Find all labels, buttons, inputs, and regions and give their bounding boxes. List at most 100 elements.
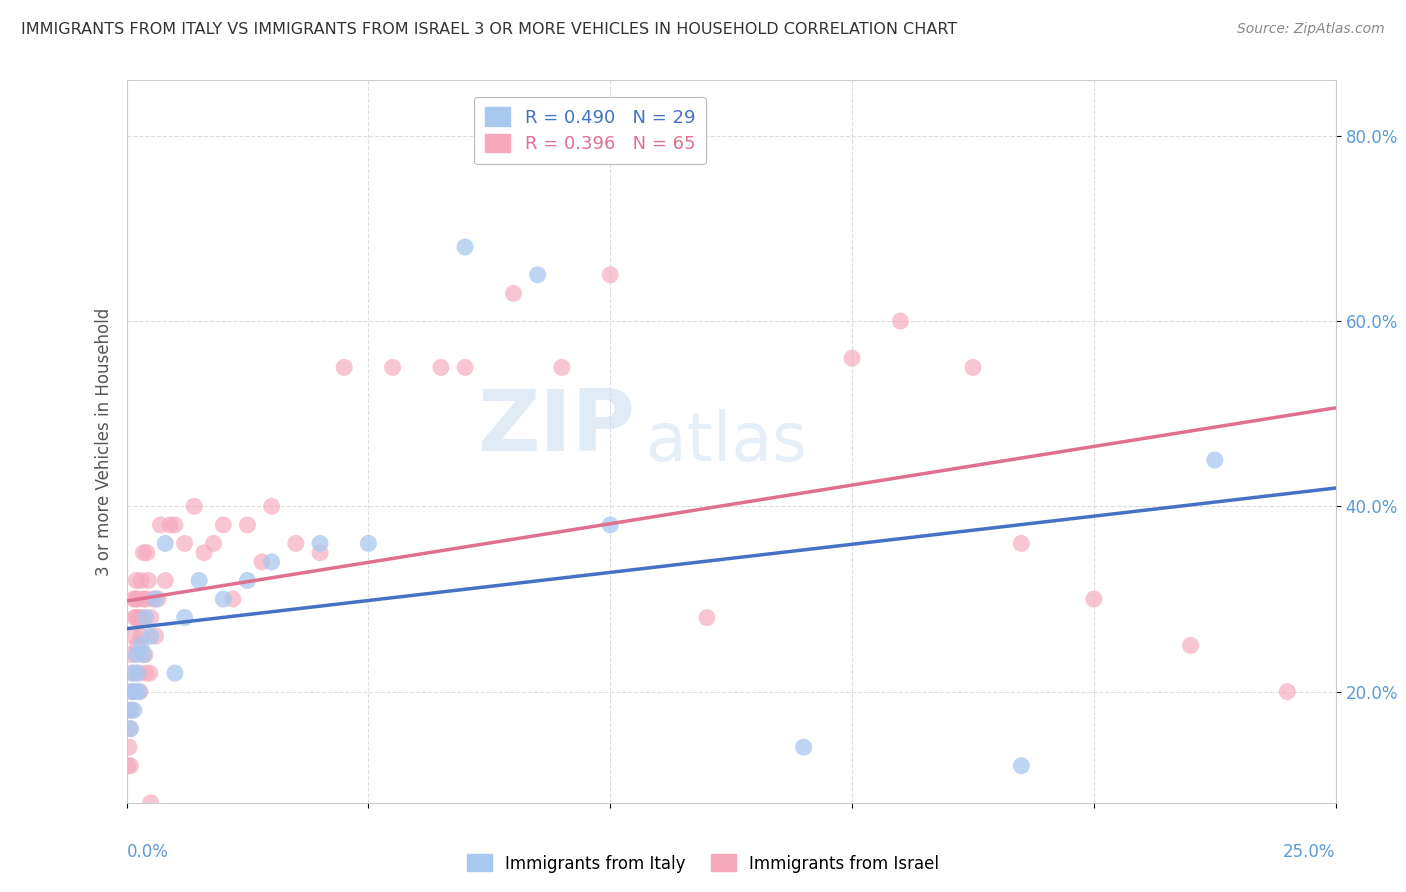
Point (120, 758, 142, 772)
Point (139, 610, 162, 624)
Point (132, 648, 155, 662)
Point (173, 610, 195, 624)
Point (599, 517, 621, 532)
Point (155, 536, 177, 550)
Point (120, 722, 142, 736)
Point (128, 666, 150, 681)
Point (309, 536, 332, 550)
Point (333, 360, 356, 375)
Point (127, 666, 149, 681)
Point (159, 517, 181, 532)
Point (135, 546, 157, 560)
Point (193, 546, 215, 560)
Point (134, 648, 156, 662)
Point (1204, 453, 1226, 467)
Point (139, 629, 162, 643)
Point (236, 574, 259, 588)
Point (357, 536, 380, 550)
Point (502, 286, 524, 301)
Point (454, 360, 477, 375)
Point (188, 574, 211, 588)
Point (132, 592, 155, 607)
Point (122, 629, 145, 643)
Point (1083, 592, 1105, 607)
Point (135, 592, 157, 607)
Point (146, 592, 169, 607)
Point (139, 796, 162, 810)
Point (1010, 758, 1032, 772)
Point (124, 684, 146, 698)
Point (139, 666, 162, 681)
Point (841, 351, 863, 366)
Point (120, 684, 142, 698)
Legend: Immigrants from Italy, Immigrants from Israel: Immigrants from Italy, Immigrants from I… (460, 847, 946, 880)
Point (173, 536, 195, 550)
Point (121, 684, 143, 698)
Text: ZIP: ZIP (477, 385, 634, 468)
Point (129, 638, 152, 652)
Point (212, 517, 235, 532)
Point (260, 555, 283, 569)
Point (1277, 684, 1299, 698)
Point (526, 268, 548, 282)
Point (381, 360, 404, 375)
Point (129, 684, 152, 698)
Point (142, 592, 165, 607)
Point (309, 546, 332, 560)
Point (551, 360, 574, 375)
Text: 0.0%: 0.0% (127, 843, 169, 861)
Point (962, 360, 984, 375)
Point (599, 268, 621, 282)
Text: Source: ZipAtlas.com: Source: ZipAtlas.com (1237, 22, 1385, 37)
Text: IMMIGRANTS FROM ITALY VS IMMIGRANTS FROM ISRAEL 3 OR MORE VEHICLES IN HOUSEHOLD : IMMIGRANTS FROM ITALY VS IMMIGRANTS FROM… (21, 22, 957, 37)
Point (127, 592, 149, 607)
Point (124, 592, 146, 607)
Point (222, 592, 245, 607)
Point (129, 574, 152, 588)
Point (236, 517, 259, 532)
Point (131, 610, 153, 624)
Point (122, 703, 145, 717)
Text: 25.0%: 25.0% (1284, 843, 1336, 861)
Point (136, 574, 159, 588)
Point (145, 629, 167, 643)
Point (132, 546, 155, 560)
Point (128, 684, 150, 698)
Point (124, 610, 146, 624)
Point (125, 648, 148, 662)
Point (1180, 638, 1202, 652)
Point (430, 360, 453, 375)
Point (260, 500, 283, 514)
Point (454, 240, 477, 254)
Legend: R = 0.490   N = 29, R = 0.396   N = 65: R = 0.490 N = 29, R = 0.396 N = 65 (474, 96, 706, 164)
Point (118, 703, 141, 717)
Y-axis label: 3 or more Vehicles in Household: 3 or more Vehicles in Household (94, 308, 112, 575)
Point (125, 610, 148, 624)
Point (120, 703, 142, 717)
Point (125, 574, 148, 588)
Point (250, 555, 273, 569)
Point (202, 536, 225, 550)
Point (135, 610, 157, 624)
Point (120, 648, 142, 662)
Point (284, 536, 307, 550)
Point (793, 740, 815, 755)
Point (163, 517, 186, 532)
Point (118, 740, 141, 755)
Point (118, 722, 141, 736)
Point (149, 517, 172, 532)
Point (129, 629, 152, 643)
Text: atlas: atlas (647, 409, 807, 475)
Point (128, 610, 150, 624)
Point (155, 574, 177, 588)
Point (163, 666, 186, 681)
Point (889, 314, 911, 328)
Point (117, 758, 139, 772)
Point (145, 592, 167, 607)
Point (135, 666, 157, 681)
Point (1010, 536, 1032, 550)
Point (212, 592, 235, 607)
Point (122, 592, 145, 607)
Point (121, 666, 143, 681)
Point (183, 500, 205, 514)
